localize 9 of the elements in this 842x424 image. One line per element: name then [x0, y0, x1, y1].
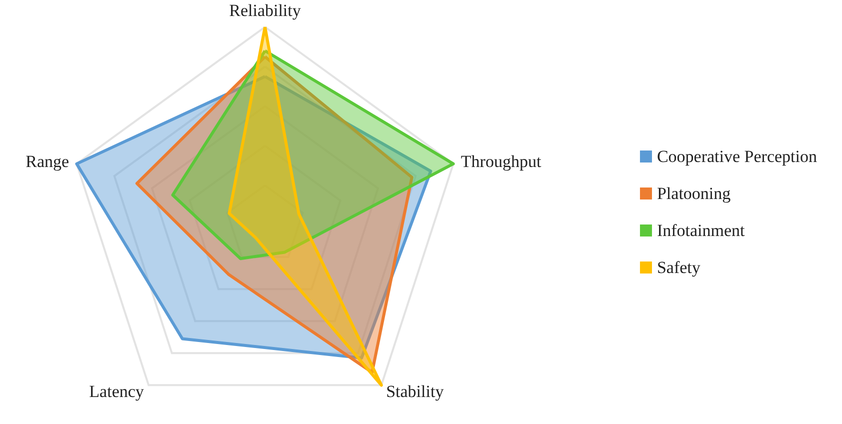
spoke-label: Throughput	[460, 152, 542, 171]
legend-label: Safety	[656, 258, 701, 277]
spoke-label: Latency	[89, 382, 144, 402]
spoke-label: Stability	[386, 382, 444, 402]
spoke-label: Reliability	[229, 1, 302, 20]
legend-label: Infotainment	[656, 221, 746, 240]
legend-label: Platooning	[656, 184, 732, 203]
spoke-label: Range	[26, 152, 70, 171]
legend-label: Cooperative Perception	[656, 147, 818, 166]
